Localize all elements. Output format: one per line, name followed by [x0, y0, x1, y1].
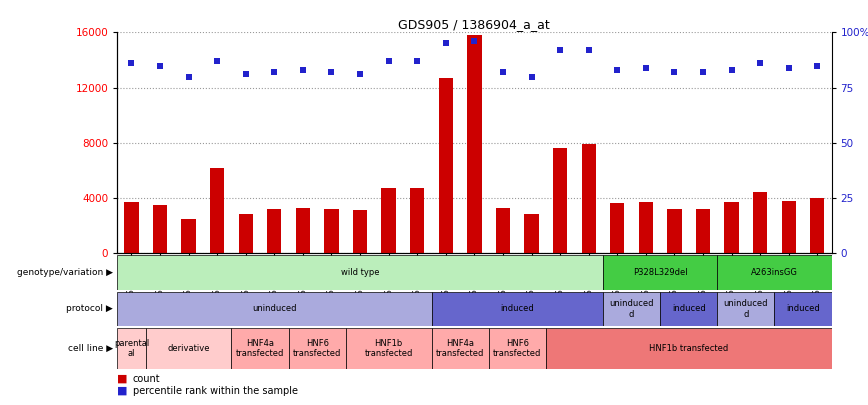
Point — [496, 69, 510, 75]
Bar — [489, 328, 546, 369]
Text: percentile rank within the sample: percentile rank within the sample — [133, 386, 298, 396]
Bar — [289, 328, 345, 369]
Bar — [345, 328, 431, 369]
Title: GDS905 / 1386904_a_at: GDS905 / 1386904_a_at — [398, 18, 550, 31]
Text: cell line ▶: cell line ▶ — [68, 344, 113, 353]
Point — [153, 62, 167, 69]
Bar — [696, 209, 710, 253]
Bar — [774, 292, 832, 326]
Text: HNF4a
transfected: HNF4a transfected — [236, 339, 284, 358]
Point — [411, 58, 424, 64]
Bar — [117, 255, 603, 290]
Bar — [667, 209, 681, 253]
Bar — [553, 148, 567, 253]
Text: genotype/variation ▶: genotype/variation ▶ — [16, 268, 113, 277]
Point — [325, 69, 339, 75]
Point — [181, 73, 195, 80]
Point — [753, 60, 767, 66]
Point — [239, 71, 253, 78]
Point — [811, 62, 825, 69]
Bar — [546, 328, 832, 369]
Point — [267, 69, 281, 75]
Bar — [153, 205, 168, 253]
Text: wild type: wild type — [341, 268, 379, 277]
Bar — [725, 202, 739, 253]
Bar — [410, 188, 424, 253]
Bar — [146, 328, 232, 369]
Bar — [382, 188, 396, 253]
Bar — [524, 215, 539, 253]
Bar — [239, 215, 253, 253]
Bar — [660, 292, 717, 326]
Bar — [117, 292, 431, 326]
Text: uninduced
d: uninduced d — [724, 299, 768, 318]
Bar — [210, 168, 224, 253]
Text: parental
al: parental al — [114, 339, 149, 358]
Bar — [496, 208, 510, 253]
Text: HNF6
transfected: HNF6 transfected — [293, 339, 341, 358]
Point — [725, 67, 739, 73]
Bar — [717, 255, 832, 290]
Point — [439, 40, 453, 47]
Text: uninduced: uninduced — [252, 304, 297, 313]
Bar — [781, 201, 796, 253]
Bar — [181, 219, 196, 253]
Bar — [267, 209, 281, 253]
Bar — [603, 255, 717, 290]
Text: induced: induced — [672, 304, 706, 313]
Point — [382, 58, 396, 64]
Bar — [124, 202, 139, 253]
Point — [610, 67, 624, 73]
Text: HNF4a
transfected: HNF4a transfected — [436, 339, 484, 358]
Bar — [717, 292, 774, 326]
Text: P328L329del: P328L329del — [633, 268, 687, 277]
Text: HNF1b
transfected: HNF1b transfected — [365, 339, 413, 358]
Bar — [467, 35, 482, 253]
Bar — [810, 198, 825, 253]
Point — [296, 67, 310, 73]
Text: induced: induced — [786, 304, 820, 313]
Point — [524, 73, 538, 80]
Point — [582, 47, 595, 53]
Bar — [353, 210, 367, 253]
Bar — [610, 203, 624, 253]
Text: ■: ■ — [117, 374, 131, 384]
Point — [124, 60, 138, 66]
Text: protocol ▶: protocol ▶ — [66, 304, 113, 313]
Bar — [296, 208, 310, 253]
Text: ■: ■ — [117, 386, 131, 396]
Point — [210, 58, 224, 64]
Bar — [431, 292, 603, 326]
Text: HNF6
transfected: HNF6 transfected — [493, 339, 542, 358]
Bar — [232, 328, 289, 369]
Text: induced: induced — [500, 304, 534, 313]
Bar — [431, 328, 489, 369]
Text: count: count — [133, 374, 161, 384]
Point — [639, 64, 653, 71]
Text: derivative: derivative — [168, 344, 210, 353]
Point — [467, 38, 481, 45]
Point — [353, 71, 367, 78]
Point — [696, 69, 710, 75]
Text: A263insGG: A263insGG — [751, 268, 798, 277]
Bar — [753, 192, 767, 253]
Bar — [325, 209, 339, 253]
Point — [782, 64, 796, 71]
Bar — [117, 328, 146, 369]
Point — [553, 47, 567, 53]
Text: uninduced
d: uninduced d — [609, 299, 654, 318]
Bar — [438, 78, 453, 253]
Bar — [582, 144, 595, 253]
Bar — [639, 202, 653, 253]
Point — [667, 69, 681, 75]
Bar — [603, 292, 660, 326]
Text: HNF1b transfected: HNF1b transfected — [649, 344, 728, 353]
